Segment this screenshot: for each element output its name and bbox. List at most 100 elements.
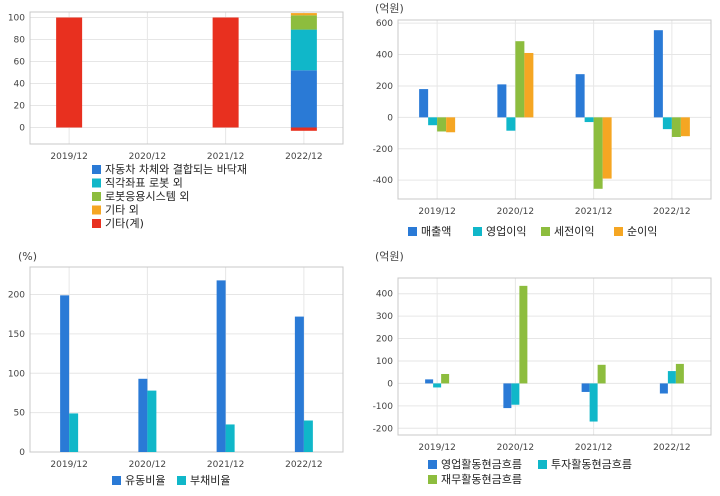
legend-swatch: [112, 476, 121, 485]
legend-label: 영업이익: [486, 225, 526, 238]
y-tick-label: 600: [376, 19, 393, 29]
y-tick-label: 150: [8, 330, 25, 340]
bar-orange: [446, 117, 456, 133]
bar-red: [212, 17, 239, 128]
bar-cyan: [662, 117, 672, 130]
y-tick-label: 50: [14, 409, 26, 419]
plot-frame: [397, 19, 712, 200]
bar-green: [675, 363, 684, 384]
bar-cyan: [433, 383, 442, 388]
legend-swatch: [541, 227, 550, 236]
y-tick-label: 0: [19, 124, 25, 134]
bar-blue: [138, 378, 148, 452]
x-tick-label: 2021/12: [207, 460, 244, 470]
bar-cyan: [428, 117, 438, 126]
y-tick-label: -400: [373, 176, 394, 186]
legend-swatch: [177, 476, 186, 485]
y-tick-label: 60: [14, 58, 26, 68]
bar-green: [593, 117, 603, 189]
bar-cyan: [511, 383, 520, 405]
bar-green: [519, 285, 528, 384]
bar-red: [290, 127, 317, 131]
y-tick-label: 0: [387, 379, 393, 389]
bar-blue: [497, 84, 507, 118]
legend-swatch: [538, 460, 547, 469]
bar-blue: [419, 89, 429, 118]
plot-frame: [29, 11, 344, 145]
y-tick-label: -100: [373, 402, 394, 412]
legend-label: 유동비율: [125, 474, 165, 487]
legend-swatch: [614, 227, 623, 236]
bar-cyan: [69, 413, 79, 452]
unit-label: (%): [18, 250, 37, 263]
legend-swatch: [428, 460, 437, 469]
bar-blue: [503, 383, 512, 409]
bar-blue: [60, 295, 70, 452]
x-tick-label: 2022/12: [653, 443, 690, 453]
legend: 유동비율 부채비율: [112, 474, 230, 487]
x-tick-label: 2021/12: [575, 207, 612, 217]
y-tick-label: 200: [8, 291, 25, 301]
x-tick-label: 2020/12: [497, 207, 534, 217]
bar-orange: [290, 13, 317, 16]
legend-swatch: [92, 205, 101, 215]
y-tick-label: 200: [376, 82, 393, 92]
x-tick-label: 2019/12: [50, 460, 87, 470]
x-tick-label: 2022/12: [285, 152, 322, 162]
bar-cyan: [303, 420, 313, 452]
legend-label: 매출액: [421, 225, 451, 238]
y-tick-label: 80: [14, 36, 26, 46]
bar-blue: [290, 70, 317, 128]
plot-frame: [29, 266, 344, 453]
bar-green: [597, 364, 606, 384]
y-tick-label: 100: [8, 369, 25, 379]
legend-swatch: [473, 227, 482, 236]
unit-label: (억원): [375, 2, 404, 15]
y-tick-label: 100: [376, 357, 393, 367]
x-tick-label: 2019/12: [418, 207, 455, 217]
x-tick-label: 2020/12: [129, 152, 166, 162]
bar-cyan: [147, 390, 157, 452]
bar-cyan: [589, 383, 598, 422]
bar-green: [290, 15, 317, 30]
bar-green: [437, 117, 447, 132]
bar-orange: [680, 117, 690, 137]
x-tick-label: 2019/12: [418, 443, 455, 453]
y-tick-label: 40: [14, 80, 26, 90]
x-tick-label: 2022/12: [285, 460, 322, 470]
legend-label: 순이익: [627, 225, 657, 238]
legend-swatch: [92, 178, 101, 188]
x-tick-label: 2019/12: [50, 152, 87, 162]
bar-cyan: [506, 117, 516, 131]
y-tick-label: 20: [14, 102, 26, 112]
legend-label: 재무활동현금흐름: [441, 472, 522, 486]
bar-cyan: [584, 117, 594, 123]
bar-blue: [216, 280, 226, 452]
x-tick-label: 2021/12: [207, 152, 244, 162]
legend-swatch: [92, 165, 101, 174]
y-tick-label: -200: [373, 145, 394, 155]
bar-blue: [294, 316, 304, 452]
legend-swatch: [408, 227, 417, 236]
ratios-chart: 0 50 100 150 200 2019/12 2020/12 2021/12 2022/12…: [8, 250, 344, 487]
y-tick-label: 400: [376, 51, 393, 61]
legend-swatch: [428, 475, 437, 484]
legend-label: 자동차 차체와 결합되는 바닥재: [105, 163, 247, 176]
x-tick-label: 2022/12: [653, 207, 690, 217]
bar-green: [515, 41, 525, 118]
legend-swatch: [92, 219, 101, 228]
x-tick-label: 2021/12: [575, 443, 612, 453]
x-tick-label: 2020/12: [497, 443, 534, 453]
legend-label: 기타(계): [105, 217, 144, 230]
income-chart: -400 -200 0 200 400 600 2019/12 2020/12 2021/12 2…: [373, 2, 712, 238]
bar-red: [56, 17, 83, 128]
y-tick-label: 100: [8, 14, 25, 24]
unit-label: (억원): [375, 250, 404, 263]
bar-orange: [524, 52, 534, 118]
bar-orange: [602, 117, 612, 179]
bar-cyan: [225, 424, 235, 452]
bar-blue: [575, 74, 585, 118]
legend-label: 기타 외: [105, 204, 139, 217]
legend-label: 영업활동현금흐름: [441, 457, 522, 471]
